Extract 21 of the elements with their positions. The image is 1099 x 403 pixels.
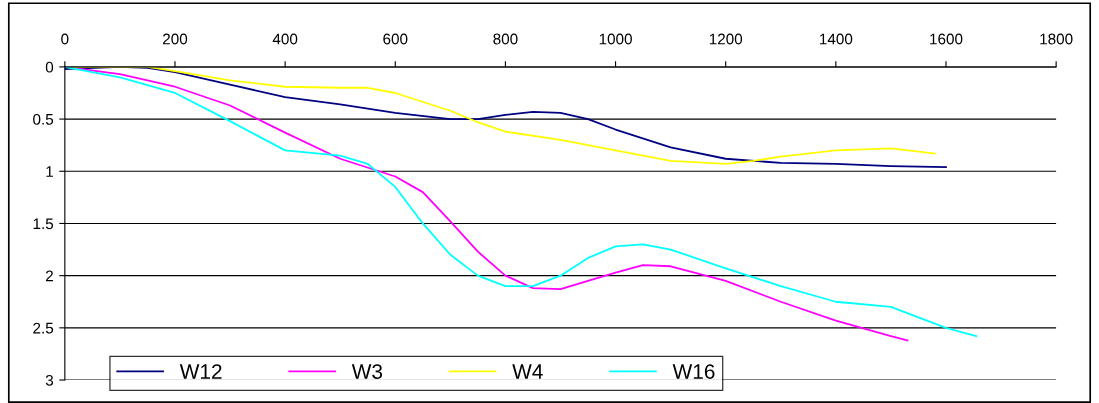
x-tick-label: 0	[61, 33, 69, 45]
x-tick-label: 1600	[930, 33, 963, 45]
x-tick-label: 1200	[709, 33, 743, 45]
y-tick-label: 3	[45, 374, 54, 386]
x-tick-label: 400	[272, 33, 298, 45]
y-tick-label: 2	[46, 270, 53, 282]
x-tick-label: 1400	[820, 33, 853, 45]
y-tick-label: 1.5	[33, 218, 54, 230]
x-tick-label: 200	[163, 33, 188, 45]
x-tick-label: 1000	[599, 33, 632, 45]
legend-label: W3	[351, 364, 383, 379]
legend-label: W12	[179, 364, 222, 379]
y-tick-label: 0	[45, 61, 54, 73]
y-tick-label: 1	[46, 166, 53, 177]
x-tick-label: 800	[493, 33, 518, 45]
x-tick-label: 1800	[1040, 33, 1073, 45]
x-tick-label: 600	[383, 33, 408, 45]
y-tick-label: 2.5	[33, 322, 54, 334]
y-tick-label: 0.5	[33, 113, 54, 125]
legend-label: W16	[672, 364, 715, 379]
legend-label: W4	[512, 364, 543, 379]
